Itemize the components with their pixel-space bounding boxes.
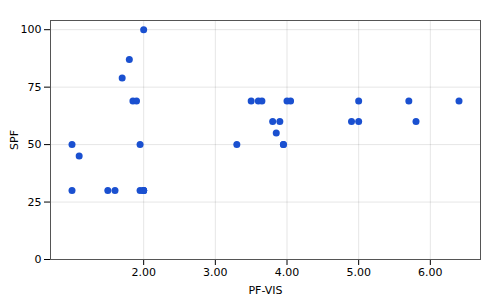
svg-text:2.00: 2.00	[131, 266, 156, 279]
svg-text:4.00: 4.00	[275, 266, 300, 279]
svg-text:PF-VIS: PF-VIS	[248, 284, 282, 297]
svg-text:6.00: 6.00	[418, 266, 443, 279]
svg-text:25: 25	[28, 196, 42, 209]
svg-text:SPF: SPF	[8, 130, 21, 150]
svg-text:3.00: 3.00	[203, 266, 228, 279]
svg-text:100: 100	[21, 23, 42, 36]
svg-text:0: 0	[35, 253, 42, 266]
svg-text:50: 50	[28, 138, 42, 151]
svg-text:5.00: 5.00	[346, 266, 371, 279]
svg-text:75: 75	[28, 81, 42, 94]
